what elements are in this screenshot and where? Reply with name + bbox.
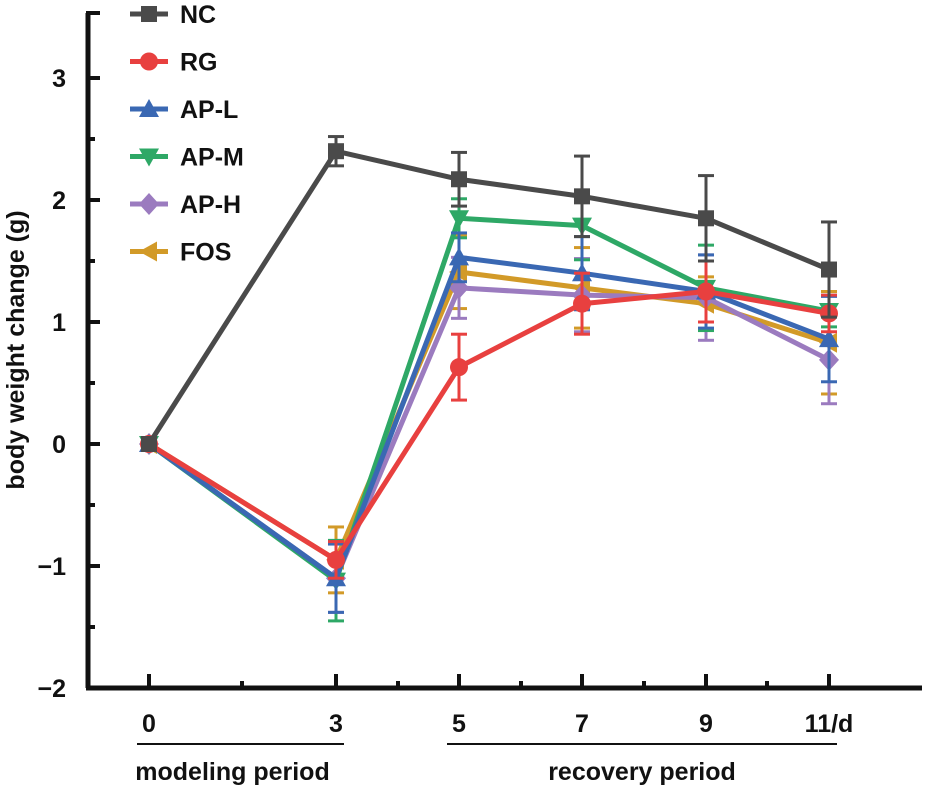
data-point bbox=[141, 436, 157, 452]
series-line bbox=[147, 285, 831, 581]
legend-marker bbox=[139, 241, 157, 262]
y-tick-label: 0 bbox=[52, 431, 66, 459]
data-point bbox=[819, 329, 839, 348]
series-ap-m bbox=[139, 189, 839, 623]
legend-item-fos: FOS bbox=[130, 239, 231, 267]
legend-item-nc: NC bbox=[130, 1, 216, 29]
legend: NC RG AP-L AP-M AP-H FOS bbox=[130, 1, 244, 267]
legend-item-ap-m: AP-M bbox=[130, 144, 244, 172]
period-annotations: modeling period recovery period bbox=[135, 743, 837, 786]
legend-item-rg: RG bbox=[130, 49, 218, 77]
period-label: modeling period bbox=[135, 758, 329, 786]
legend-marker bbox=[139, 99, 159, 117]
data-point bbox=[450, 358, 468, 377]
period-label: recovery period bbox=[548, 758, 736, 786]
data-point bbox=[328, 143, 344, 160]
data-point bbox=[573, 294, 591, 313]
legend-item-ap-l: AP-L bbox=[130, 96, 238, 124]
series-nc bbox=[141, 135, 837, 452]
data-point bbox=[698, 210, 714, 227]
legend-marker bbox=[139, 148, 159, 167]
series-line bbox=[147, 254, 830, 581]
x-tick-label: 0 bbox=[142, 710, 156, 738]
y-tick-label: −2 bbox=[37, 675, 66, 703]
series-line bbox=[147, 289, 830, 563]
legend-marker bbox=[139, 193, 159, 215]
x-tick-label: 3 bbox=[329, 710, 343, 738]
series-line bbox=[147, 215, 830, 584]
legend-marker bbox=[140, 52, 158, 71]
legend-marker bbox=[141, 6, 157, 22]
legend-label: NC bbox=[180, 1, 216, 29]
y-tick-label: −1 bbox=[37, 553, 66, 581]
x-ticks: 0 3 5 7 9 11/d bbox=[142, 674, 853, 738]
x-tick-label: 9 bbox=[699, 710, 713, 738]
axes bbox=[85, 11, 922, 691]
x-tick-label: 7 bbox=[575, 710, 589, 738]
legend-label: FOS bbox=[180, 239, 231, 267]
legend-label: AP-L bbox=[180, 96, 238, 124]
data-point bbox=[327, 550, 345, 569]
y-tick-label: 3 bbox=[52, 65, 66, 93]
y-tick-label: 1 bbox=[52, 309, 66, 337]
series-rg bbox=[140, 259, 838, 580]
data-point bbox=[697, 282, 715, 301]
data-point bbox=[574, 188, 590, 205]
y-ticks: −2 −1 0 1 2 3 bbox=[37, 65, 100, 703]
data-point bbox=[821, 261, 837, 278]
data-point bbox=[449, 247, 469, 266]
series-layer bbox=[139, 135, 839, 623]
y-axis-title: body weight change (g) bbox=[2, 210, 30, 489]
legend-label: RG bbox=[180, 49, 218, 77]
data-point bbox=[451, 171, 467, 188]
legend-label: AP-M bbox=[180, 144, 244, 172]
x-tick-label: 11/d bbox=[805, 710, 854, 738]
series-ap-h bbox=[139, 253, 839, 614]
data-point bbox=[449, 210, 469, 229]
y-tick-label: 2 bbox=[52, 187, 66, 215]
series-line bbox=[146, 148, 830, 446]
legend-label: AP-H bbox=[180, 191, 241, 219]
x-tick-label: 5 bbox=[452, 710, 466, 738]
legend-item-ap-h: AP-H bbox=[130, 191, 241, 219]
